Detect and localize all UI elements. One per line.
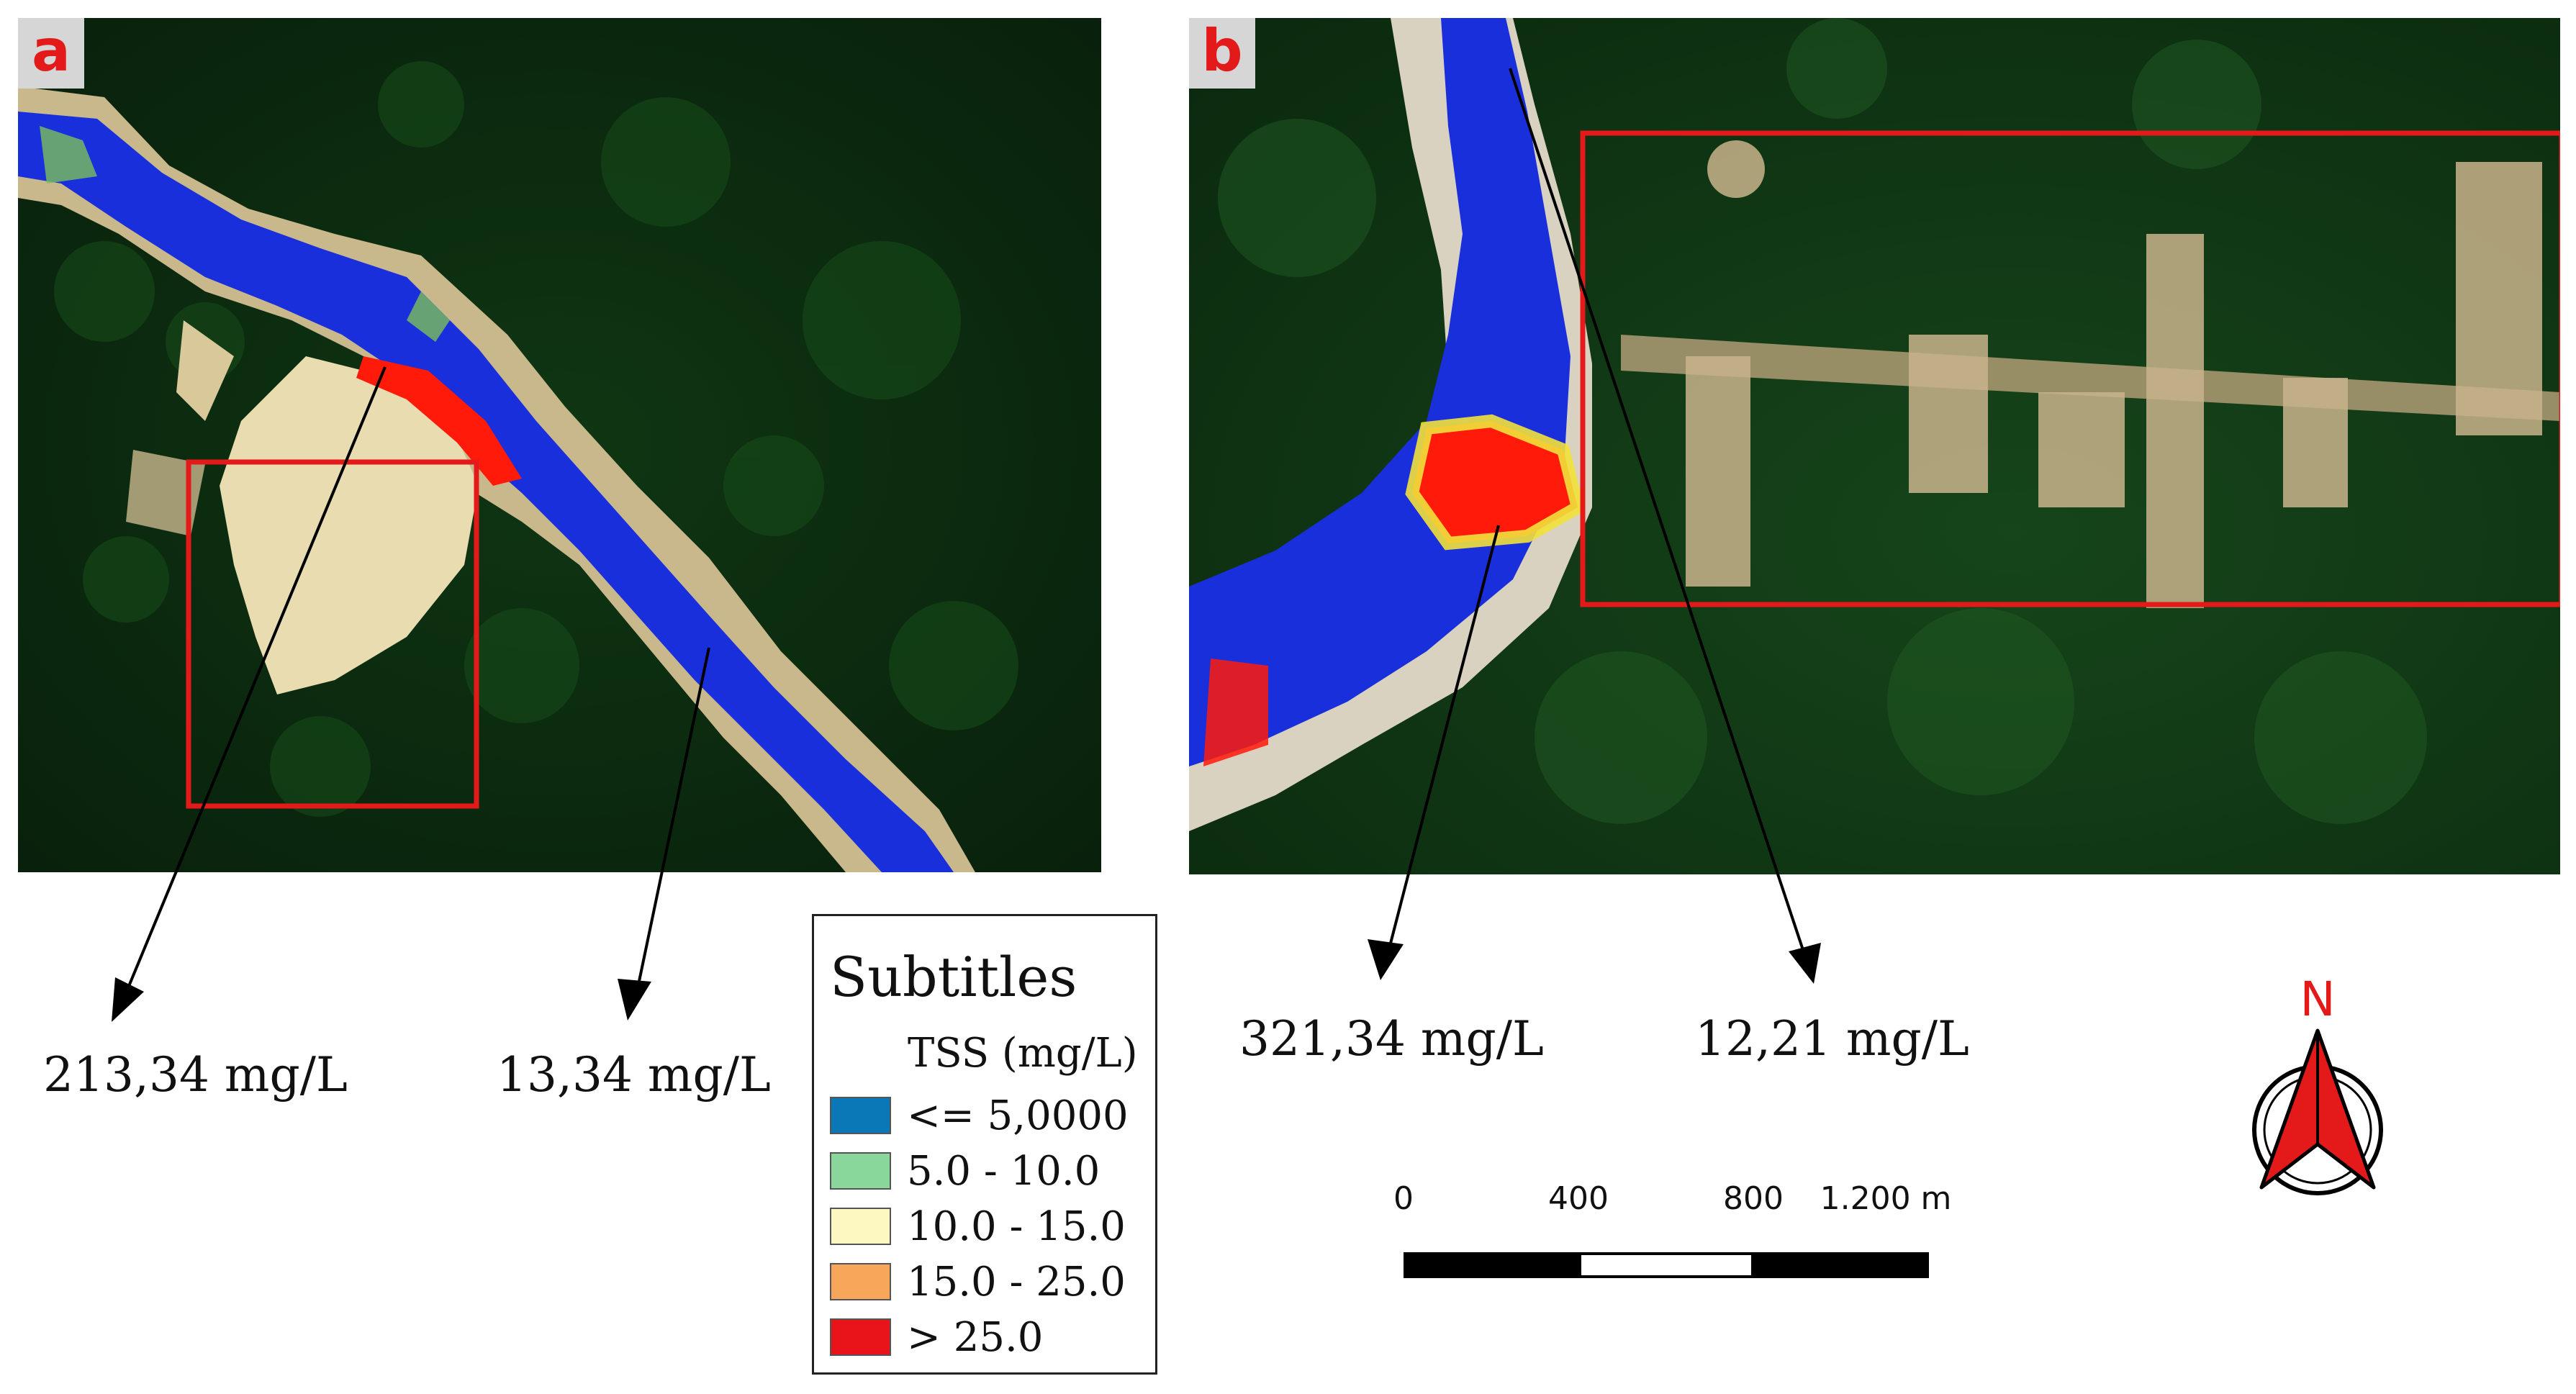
scale-bar: 0 400 800 1.200 m (1393, 1180, 1951, 1295)
panel-label-a: a (18, 18, 84, 89)
legend-swatch (830, 1208, 891, 1245)
legend-item: > 25.0 (830, 1313, 1043, 1362)
legend-item: 15.0 - 25.0 (830, 1257, 1126, 1306)
legend-swatch (830, 1097, 891, 1134)
north-arrow-icon (2252, 1028, 2383, 1195)
legend-item: 5.0 - 10.0 (830, 1146, 1100, 1195)
north-arrow: N (2231, 972, 2404, 1202)
callout-a-right: 13,34 mg/L (497, 1047, 771, 1103)
arrowhead-a-left (112, 977, 144, 1022)
satellite-image-a (18, 18, 1101, 872)
legend-label: 5.0 - 10.0 (907, 1147, 1101, 1195)
map-panel-a: a (18, 18, 1101, 872)
legend-title: Subtitles (830, 945, 1077, 1009)
legend: Subtitles TSS (mg/L) <= 5,0000 5.0 - 10.… (812, 914, 1157, 1375)
legend-item: 10.0 - 15.0 (830, 1202, 1126, 1251)
callout-b-left: 321,34 mg/L (1239, 1011, 1544, 1067)
scale-label-800: 800 (1723, 1180, 1784, 1217)
map-panel-b: b (1189, 18, 2560, 874)
north-letter: N (2300, 972, 2336, 1027)
arrowhead-a-right (618, 979, 651, 1020)
legend-label: 10.0 - 15.0 (907, 1203, 1126, 1250)
callout-b-right: 12,21 mg/L (1695, 1011, 1969, 1067)
scale-segment-3 (1753, 1252, 1929, 1278)
legend-swatch (830, 1152, 891, 1190)
arrowhead-b-right (1789, 943, 1821, 984)
legend-swatch (830, 1263, 891, 1300)
scale-label-0: 0 (1393, 1180, 1414, 1217)
callout-a-left: 213,34 mg/L (43, 1047, 348, 1103)
scale-label-400: 400 (1548, 1180, 1609, 1217)
scale-segment-1 (1404, 1252, 1579, 1278)
legend-swatch (830, 1318, 891, 1356)
satellite-image-b (1189, 18, 2560, 874)
legend-item: <= 5,0000 (830, 1091, 1129, 1140)
scale-segment-2 (1578, 1252, 1754, 1278)
legend-subtitle: TSS (mg/L) (908, 1030, 1138, 1077)
scale-label-1200: 1.200 m (1820, 1180, 1952, 1217)
legend-label: > 25.0 (907, 1313, 1044, 1361)
legend-label: <= 5,0000 (907, 1092, 1129, 1139)
legend-label: 15.0 - 25.0 (907, 1258, 1126, 1305)
arrowhead-b-left (1368, 939, 1404, 980)
panel-label-b: b (1189, 18, 1255, 89)
